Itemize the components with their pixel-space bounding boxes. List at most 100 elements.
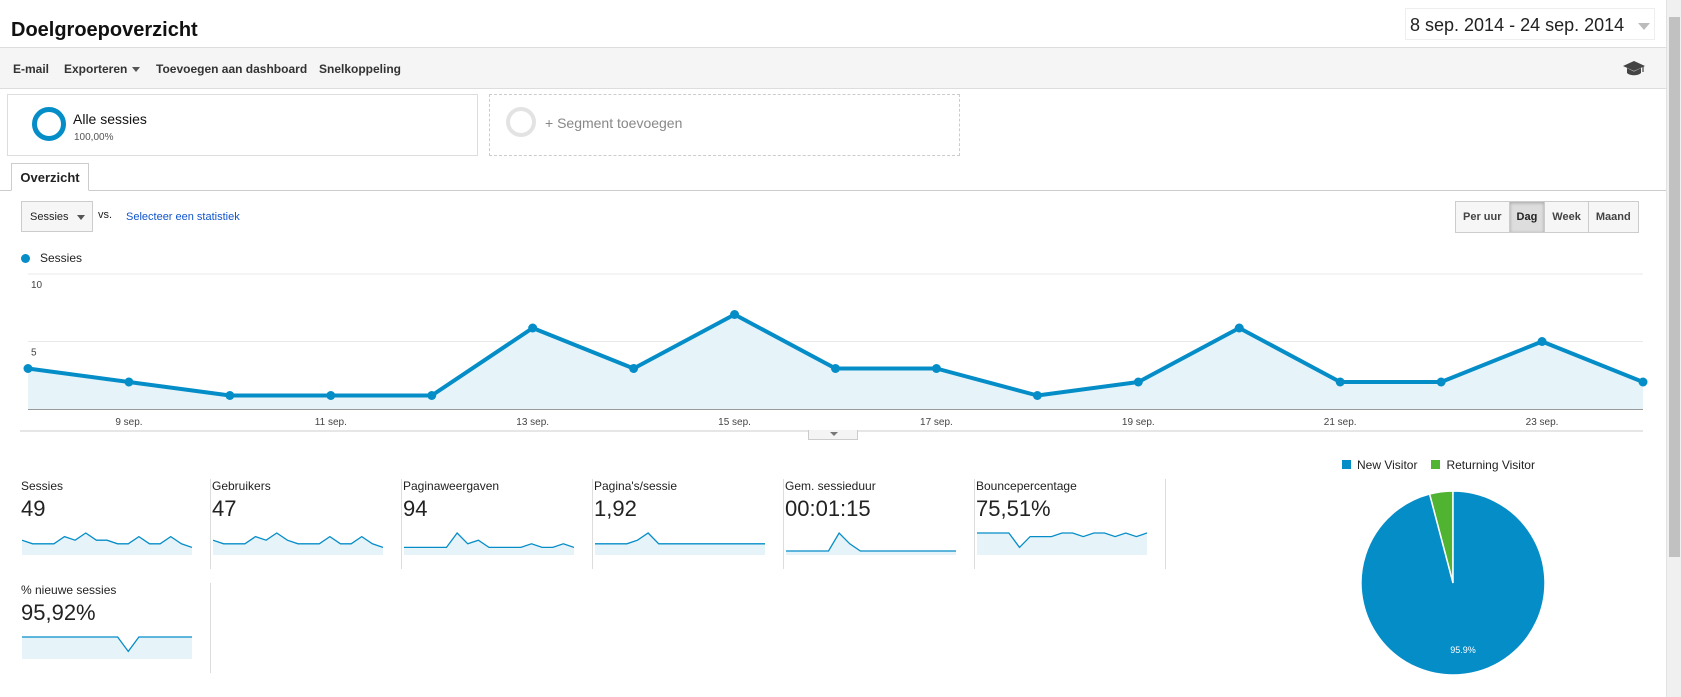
x-tick-label: 17 sep. — [920, 417, 953, 428]
data-point[interactable] — [326, 391, 336, 400]
metric-select[interactable]: Sessies — [21, 201, 93, 232]
x-tick-label: 11 sep. — [315, 417, 347, 428]
tab-divider — [0, 190, 1666, 191]
data-point[interactable] — [1638, 377, 1648, 387]
shortcut-button[interactable]: Snelkoppeling — [319, 62, 402, 76]
data-point[interactable] — [1335, 377, 1345, 387]
x-tick-label: 15 sep. — [718, 417, 751, 428]
sparkline-line — [404, 532, 574, 549]
pie-slice-new[interactable] — [1361, 490, 1545, 676]
sparkline-line — [213, 532, 383, 549]
metric-value: 95,92% — [21, 600, 96, 625]
data-point[interactable] — [1537, 337, 1547, 346]
period-month-button[interactable]: Maand — [1588, 202, 1638, 232]
sparkline-line — [977, 532, 1147, 549]
toolbar: E-mail Exporteren Toevoegen aan dashboar… — [0, 48, 1666, 89]
metric-tile[interactable]: Gebruikers 47 — [212, 479, 402, 569]
chevron-down-icon — [77, 215, 85, 220]
metric-tile[interactable]: Paginaweergaven 94 — [403, 479, 593, 569]
x-tick-label: 19 sep. — [1122, 417, 1155, 428]
y-tick-label: 5 — [31, 348, 37, 359]
pie-legend: New Visitor Returning Visitor — [1342, 458, 1549, 472]
chart-legend-label: Sessies — [40, 251, 83, 265]
pie-legend-returning: Returning Visitor — [1431, 458, 1535, 472]
period-week-button[interactable]: Week — [1545, 202, 1589, 232]
x-tick-label: 9 sep. — [115, 417, 142, 428]
data-point[interactable] — [427, 391, 437, 400]
sparkline-line — [786, 531, 956, 552]
sparkline-area — [22, 533, 192, 555]
chevron-down-icon — [1638, 23, 1650, 30]
metric-label: % nieuwe sessies — [21, 583, 117, 597]
x-tick-label: 23 sep. — [1526, 417, 1559, 428]
email-button[interactable]: E-mail — [13, 62, 50, 76]
segment-all-sessions[interactable]: Alle sessies 100,00% — [7, 94, 478, 156]
visitor-pie-chart[interactable]: 95.9% — [1361, 490, 1545, 680]
metric-value: 00:01:15 — [785, 496, 871, 521]
legend-dot-icon — [21, 254, 30, 263]
metric-sparkline — [404, 532, 574, 555]
chart-collapse-toggle[interactable] — [808, 430, 858, 440]
series-area — [28, 314, 1643, 409]
data-point[interactable] — [629, 364, 639, 373]
metric-select-label: Sessies — [30, 211, 69, 223]
add-to-dashboard-button[interactable]: Toevoegen aan dashboard — [156, 62, 308, 76]
scrollbar[interactable] — [1666, 0, 1681, 697]
segment-name: Alle sessies — [73, 111, 147, 127]
vs-label: vs. — [98, 209, 113, 221]
data-point[interactable] — [225, 391, 235, 400]
export-button[interactable]: Exporteren — [64, 62, 141, 76]
segment-placeholder-ring-icon — [506, 107, 536, 137]
export-label: Exporteren — [64, 62, 128, 76]
metric-label: Gebruikers — [212, 479, 271, 493]
y-tick-label: 10 — [31, 280, 43, 291]
data-point[interactable] — [1436, 377, 1446, 387]
sparkline-area — [977, 533, 1147, 555]
data-point[interactable] — [124, 377, 134, 387]
select-statistic-link[interactable]: Selecteer een statistiek — [126, 211, 240, 223]
add-segment-button[interactable]: + Segment toevoegen — [489, 94, 960, 156]
period-hourly-button[interactable]: Per uur — [1456, 202, 1510, 232]
metric-sparkline — [786, 531, 956, 555]
pie-legend-label: Returning Visitor — [1446, 458, 1535, 472]
metric-sparkline — [213, 532, 383, 555]
data-point[interactable] — [730, 310, 740, 319]
data-point[interactable] — [1133, 377, 1143, 387]
data-point[interactable] — [1234, 323, 1244, 333]
data-point[interactable] — [931, 364, 941, 373]
page-title: Doelgroepoverzicht — [11, 19, 198, 41]
sparkline-area — [22, 637, 192, 659]
metric-label: Paginaweergaven — [403, 479, 500, 493]
metric-value: 1,92 — [594, 496, 637, 521]
metric-tile[interactable]: Bouncepercentage 75,51% — [976, 479, 1166, 569]
x-tick-label: 21 sep. — [1324, 417, 1357, 428]
metric-tile[interactable]: Gem. sessieduur 00:01:15 — [785, 479, 975, 569]
page-header: Doelgroepoverzicht 8 sep. 2014 - 24 sep.… — [0, 0, 1666, 48]
date-range-picker[interactable]: 8 sep. 2014 - 24 sep. 2014 — [1405, 8, 1655, 40]
sparkline-line — [595, 532, 765, 545]
metric-value: 75,51% — [976, 496, 1051, 521]
scrollbar-thumb[interactable] — [1669, 17, 1680, 557]
sparkline-area — [404, 533, 574, 555]
data-point[interactable] — [1032, 391, 1042, 400]
metric-tile[interactable]: Pagina's/sessie 1,92 — [594, 479, 784, 569]
graduation-cap-icon[interactable] — [1622, 58, 1646, 78]
chevron-down-icon — [830, 432, 838, 436]
tab-overview[interactable]: Overzicht — [11, 163, 89, 191]
pie-slice-label: 95.9% — [1450, 645, 1476, 655]
sparkline-line — [22, 636, 192, 653]
data-point[interactable] — [831, 364, 840, 373]
date-range-label: 8 sep. 2014 - 24 sep. 2014 — [1410, 15, 1625, 35]
metric-tile[interactable]: Sessies 49 — [21, 479, 211, 569]
sparkline-area — [786, 533, 956, 555]
data-point[interactable] — [23, 364, 33, 373]
metric-sparkline — [22, 636, 192, 659]
metric-label: Pagina's/sessie — [594, 479, 678, 493]
sessions-line-chart[interactable]: 10 5 9 sep. 11 sep. 13 sep. 15 sep. 17 sep. 19… — [0, 270, 1666, 440]
data-point[interactable] — [528, 323, 538, 333]
metric-sparkline — [595, 532, 765, 555]
metric-tile[interactable]: % nieuwe sessies 95,92% — [21, 583, 211, 673]
metric-sparkline — [22, 532, 192, 555]
period-day-button[interactable]: Dag — [1509, 202, 1546, 232]
metric-sparkline — [977, 532, 1147, 555]
